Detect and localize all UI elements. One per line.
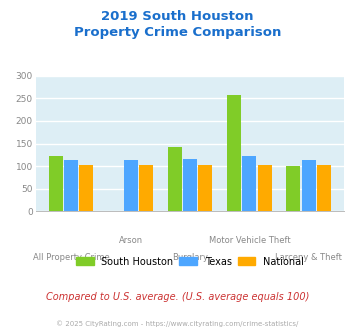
Bar [139,165,153,211]
Text: Burglary: Burglary [172,253,208,262]
Bar [286,166,300,211]
Bar [198,165,212,211]
Text: Motor Vehicle Theft: Motor Vehicle Theft [208,236,290,245]
Legend: South Houston, Texas, National: South Houston, Texas, National [74,255,306,269]
Bar [183,159,197,211]
Text: Larceny & Theft: Larceny & Theft [275,253,342,262]
Bar [168,147,182,211]
Bar [64,160,78,211]
Bar [317,165,331,211]
Text: 2019 South Houston
Property Crime Comparison: 2019 South Houston Property Crime Compar… [74,10,281,39]
Bar [258,165,272,211]
Text: © 2025 CityRating.com - https://www.cityrating.com/crime-statistics/: © 2025 CityRating.com - https://www.city… [56,320,299,327]
Text: Compared to U.S. average. (U.S. average equals 100): Compared to U.S. average. (U.S. average … [46,292,309,302]
Bar [227,95,241,211]
Text: Arson: Arson [119,236,143,245]
Bar [80,165,93,211]
Bar [302,160,316,211]
Bar [242,156,256,211]
Text: All Property Crime: All Property Crime [33,253,109,262]
Bar [49,156,63,211]
Bar [124,160,137,211]
